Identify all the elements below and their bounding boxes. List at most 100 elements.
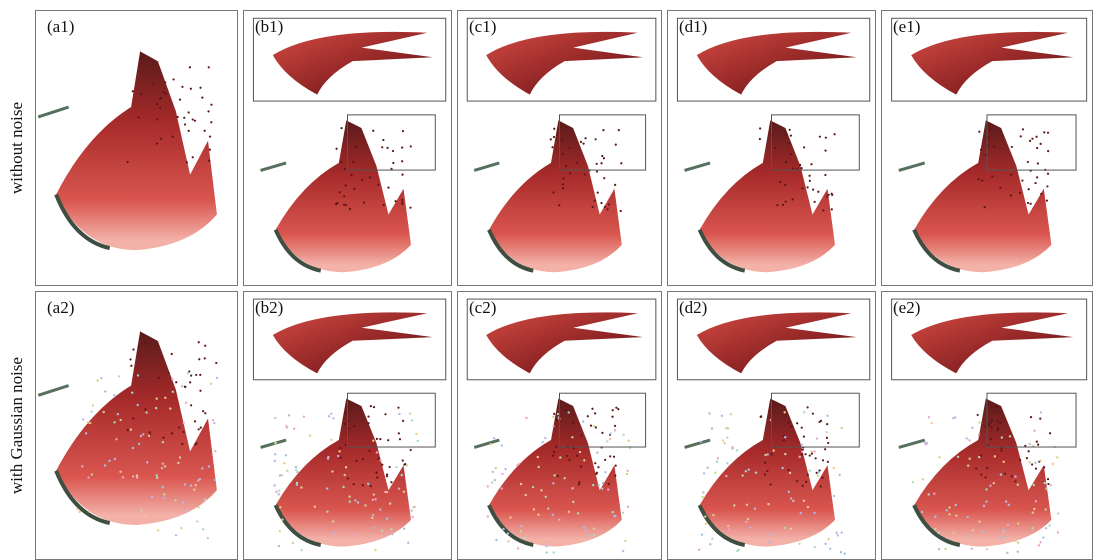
cloud-point (602, 129, 604, 131)
noise-point (330, 413, 332, 415)
cloud-point (379, 438, 381, 440)
cloud-point (814, 201, 816, 203)
cloud-point (402, 420, 404, 422)
noise-point (597, 484, 599, 486)
cloud-point (140, 93, 142, 95)
cloud-point (210, 121, 212, 123)
noise-point (967, 464, 969, 466)
noise-point (1035, 500, 1037, 502)
cloud-point (594, 412, 596, 414)
cloud-point (387, 439, 389, 441)
noise-point (577, 512, 579, 514)
cloud-point (383, 204, 385, 206)
cloud-point (805, 481, 807, 483)
noise-point (614, 515, 616, 517)
noise-point (398, 413, 400, 415)
cloud-point (990, 438, 992, 440)
cloud-point (209, 135, 211, 137)
noise-point (967, 516, 969, 518)
cloud-point (572, 422, 574, 424)
cloud-point (397, 407, 399, 409)
noise-point (104, 464, 106, 466)
noise-point (197, 479, 199, 481)
cloud-point (996, 411, 998, 413)
cloud-point (373, 406, 375, 408)
noise-point (948, 506, 950, 508)
noise-point (372, 527, 374, 529)
noise-point (182, 422, 184, 424)
noise-point (545, 545, 547, 547)
noise-point (140, 509, 142, 511)
noise-point (376, 451, 378, 453)
cloud-point (370, 405, 372, 407)
cloud-point (995, 406, 997, 408)
cloud-point (978, 131, 980, 133)
noise-point (593, 534, 595, 536)
cloud-point (199, 87, 201, 89)
cloud-point (1028, 450, 1030, 452)
cloud-point (578, 483, 580, 485)
cloud-point (401, 199, 403, 201)
noise-point (372, 439, 374, 441)
cloud-point (392, 162, 394, 164)
noise-point (292, 542, 294, 544)
cloud-point (562, 177, 564, 179)
noise-point (309, 434, 311, 436)
noise-point (799, 456, 801, 458)
noise-point (1033, 484, 1035, 486)
cloud-point (162, 437, 164, 439)
noise-point (912, 481, 914, 483)
cloud-point (1022, 128, 1024, 130)
cloud-point (345, 204, 347, 206)
noise-point (487, 515, 489, 517)
panel: (c2) (458, 292, 662, 560)
cloud-point (580, 434, 582, 436)
noise-point (296, 482, 298, 484)
cloud-point (604, 206, 606, 208)
noise-point (171, 378, 173, 380)
noise-point (1006, 552, 1008, 554)
noise-point (509, 516, 511, 518)
noise-point (148, 435, 150, 437)
noise-point (702, 491, 704, 493)
cloud-point (363, 202, 365, 204)
noise-point (553, 551, 555, 553)
noise-point (398, 488, 400, 490)
cloud-point (341, 161, 343, 163)
cloud-point (182, 431, 184, 433)
cloud-point (386, 475, 388, 477)
noise-point (579, 451, 581, 453)
noise-point (789, 472, 791, 474)
cloud-point (783, 439, 785, 441)
noise-point (283, 462, 285, 464)
cloud-point (339, 447, 341, 449)
noise-point (1056, 456, 1058, 458)
cloud-point (188, 130, 190, 132)
noise-point (826, 431, 828, 433)
noise-point (716, 461, 718, 463)
cloud-point (607, 208, 609, 210)
cloud-point (831, 208, 833, 210)
cloud-point (204, 412, 206, 414)
cloud-point (1047, 173, 1049, 175)
cloud-point (985, 476, 987, 478)
noise-point (174, 499, 176, 501)
cloud-point (1047, 132, 1049, 134)
cloud-point (550, 138, 552, 140)
noise-point (537, 456, 539, 458)
cloud-point (144, 408, 146, 410)
noise-point (1052, 463, 1054, 465)
cloud-point (792, 168, 794, 170)
cloud-point (192, 118, 194, 120)
cloud-point (770, 483, 772, 485)
noise-point (1032, 512, 1034, 514)
panel-label: (d2) (679, 298, 707, 317)
panel-label: (a1) (47, 17, 74, 36)
cloud-point (204, 357, 206, 359)
noise-point (1002, 529, 1004, 531)
cloud-point (807, 406, 809, 408)
cloud-point (184, 385, 186, 387)
noise-point (711, 537, 713, 539)
cloud-point (771, 453, 773, 455)
noise-point (922, 478, 924, 480)
